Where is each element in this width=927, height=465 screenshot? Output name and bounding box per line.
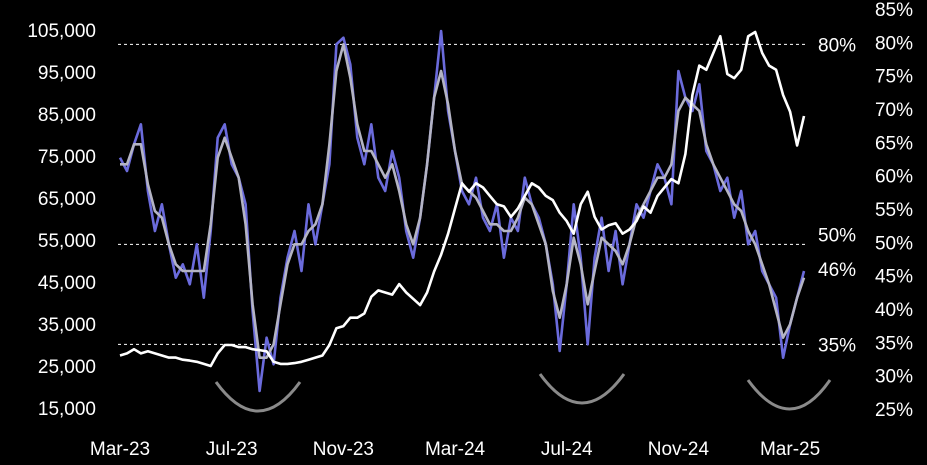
x-tick-label: Nov-24 — [648, 439, 710, 460]
y2-tick-label: 55% — [875, 200, 913, 221]
arc — [538, 373, 626, 405]
y-tick-label: 85,000 — [38, 105, 96, 126]
data-line — [120, 43, 806, 359]
y-tick-label: 65,000 — [38, 189, 96, 210]
x-tick-label: Jul-23 — [206, 439, 258, 460]
y2-tick-label: 25% — [875, 400, 913, 421]
y-tick-label: 15,000 — [38, 399, 96, 420]
x-tick-label: Jul-24 — [541, 439, 593, 460]
reference-label: 35% — [818, 335, 856, 356]
annotation: 46% — [818, 260, 856, 281]
y2-tick-label: 35% — [875, 333, 913, 354]
y2-tick-label: 40% — [875, 300, 913, 321]
arc — [746, 379, 832, 411]
y2-tick-label: 45% — [875, 267, 913, 288]
y-tick-label: 35,000 — [38, 315, 96, 336]
x-tick-label: Mar-24 — [425, 439, 486, 460]
y2-tick-label: 50% — [875, 233, 913, 254]
y-tick-label: 55,000 — [38, 231, 96, 252]
data-line — [118, 29, 806, 393]
data-line — [119, 30, 806, 368]
arc — [214, 381, 302, 413]
x-tick-label: Mar-23 — [90, 439, 150, 460]
y2-tick-label: 60% — [875, 167, 913, 188]
y-tick-label: 25,000 — [38, 357, 96, 378]
y2-tick-label: 85% — [875, 0, 913, 21]
y-tick-label: 95,000 — [38, 63, 96, 84]
y-tick-label: 105,000 — [27, 21, 96, 42]
x-tick-label: Nov-23 — [313, 439, 374, 460]
y2-tick-label: 65% — [875, 133, 913, 154]
y2-tick-label: 75% — [875, 67, 913, 88]
x-tick-label: Mar-25 — [760, 439, 820, 460]
arcs — [214, 373, 832, 413]
reference-label: 80% — [818, 35, 856, 56]
y-tick-label: 75,000 — [38, 147, 96, 168]
y-tick-label: 45,000 — [38, 273, 96, 294]
y2-tick-label: 30% — [875, 367, 913, 388]
y2-tick-label: 80% — [875, 33, 913, 54]
reference-label: 50% — [818, 225, 856, 246]
y2-tick-label: 70% — [875, 100, 913, 121]
